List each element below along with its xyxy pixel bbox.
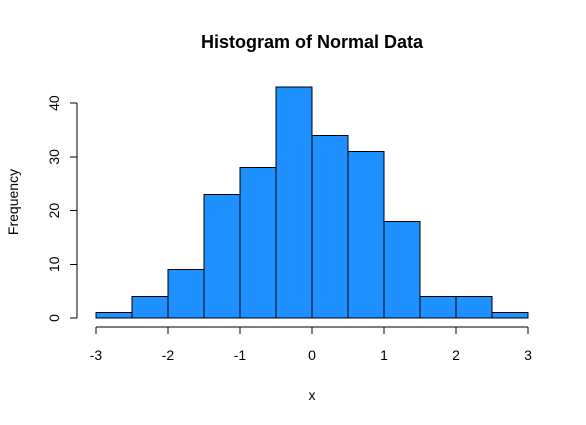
y-tick-label: 10 (46, 256, 62, 272)
x-axis: -3 -2 -1 0 1 2 3 (90, 326, 532, 363)
histogram-bar-1 (131, 296, 169, 319)
histogram-bar-8 (383, 220, 421, 319)
x-tick-label: 2 (452, 347, 460, 363)
x-tick-label: -2 (162, 347, 175, 363)
y-axis-label: Frequency (5, 169, 21, 235)
histogram-bar-0 (95, 312, 133, 319)
histogram-bar-6 (311, 134, 349, 319)
y-tick-label: 0 (46, 314, 62, 322)
y-tick-label: 40 (46, 95, 62, 111)
x-tick-label: 0 (308, 347, 316, 363)
x-tick-label: 3 (524, 347, 532, 363)
histogram-bar-2 (167, 269, 205, 319)
histogram-bar-9 (419, 296, 457, 319)
histogram-bar-5 (275, 86, 313, 319)
x-tick-label: -3 (90, 347, 103, 363)
bars (95, 86, 529, 319)
histogram-bar-7 (347, 150, 385, 319)
y-tick-label: 20 (46, 203, 62, 219)
x-tick-label: 1 (380, 347, 388, 363)
histogram-bar-3 (203, 193, 241, 319)
x-tick-label: -1 (234, 347, 247, 363)
chart-title: Histogram of Normal Data (201, 32, 424, 52)
histogram-bar-10 (455, 296, 493, 319)
histogram-bar-4 (239, 167, 277, 319)
histogram-bar-11 (491, 312, 529, 319)
y-axis: 0 10 20 30 40 (46, 95, 78, 322)
x-axis-label: x (309, 387, 316, 403)
y-tick-label: 30 (46, 149, 62, 165)
